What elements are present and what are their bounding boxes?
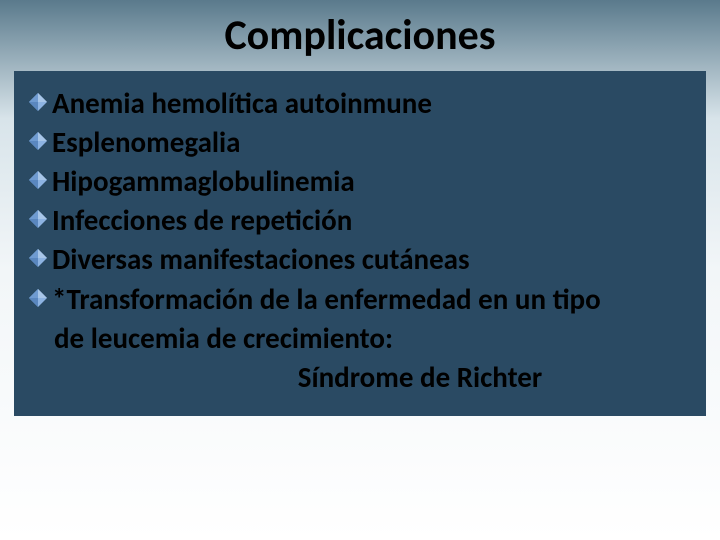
- diamond-bullet-icon: [28, 92, 48, 112]
- item-text: Anemia hemolítica autoinmune: [52, 85, 432, 122]
- slide: Complicaciones Anemia hemolítica autoinm…: [0, 0, 720, 540]
- diamond-bullet-icon: [28, 170, 48, 190]
- list-item: Anemia hemolítica autoinmune: [28, 85, 692, 122]
- content-box: Anemia hemolítica autoinmune Esplenomega…: [14, 71, 706, 416]
- continuation-line: de leucemia de crecimiento:: [28, 320, 692, 357]
- list-item: Infecciones de repetición: [28, 202, 692, 239]
- diamond-bullet-icon: [28, 209, 48, 229]
- list-item: *Transformación de la enfermedad en un t…: [28, 281, 692, 318]
- diamond-bullet-icon: [28, 248, 48, 268]
- diamond-bullet-icon: [28, 288, 48, 308]
- item-text: Hipogammaglobulinemia: [52, 163, 355, 200]
- centered-line: Síndrome de Richter: [28, 359, 692, 396]
- slide-title: Complicaciones: [0, 0, 720, 69]
- item-text: Infecciones de repetición: [52, 202, 352, 239]
- diamond-bullet-icon: [28, 131, 48, 151]
- list-item: Hipogammaglobulinemia: [28, 163, 692, 200]
- item-text: *Transformación de la enfermedad en un t…: [52, 281, 601, 318]
- item-text: Esplenomegalia: [52, 124, 240, 161]
- item-text: Diversas manifestaciones cutáneas: [52, 241, 470, 278]
- list-item: Esplenomegalia: [28, 124, 692, 161]
- list-item: Diversas manifestaciones cutáneas: [28, 241, 692, 278]
